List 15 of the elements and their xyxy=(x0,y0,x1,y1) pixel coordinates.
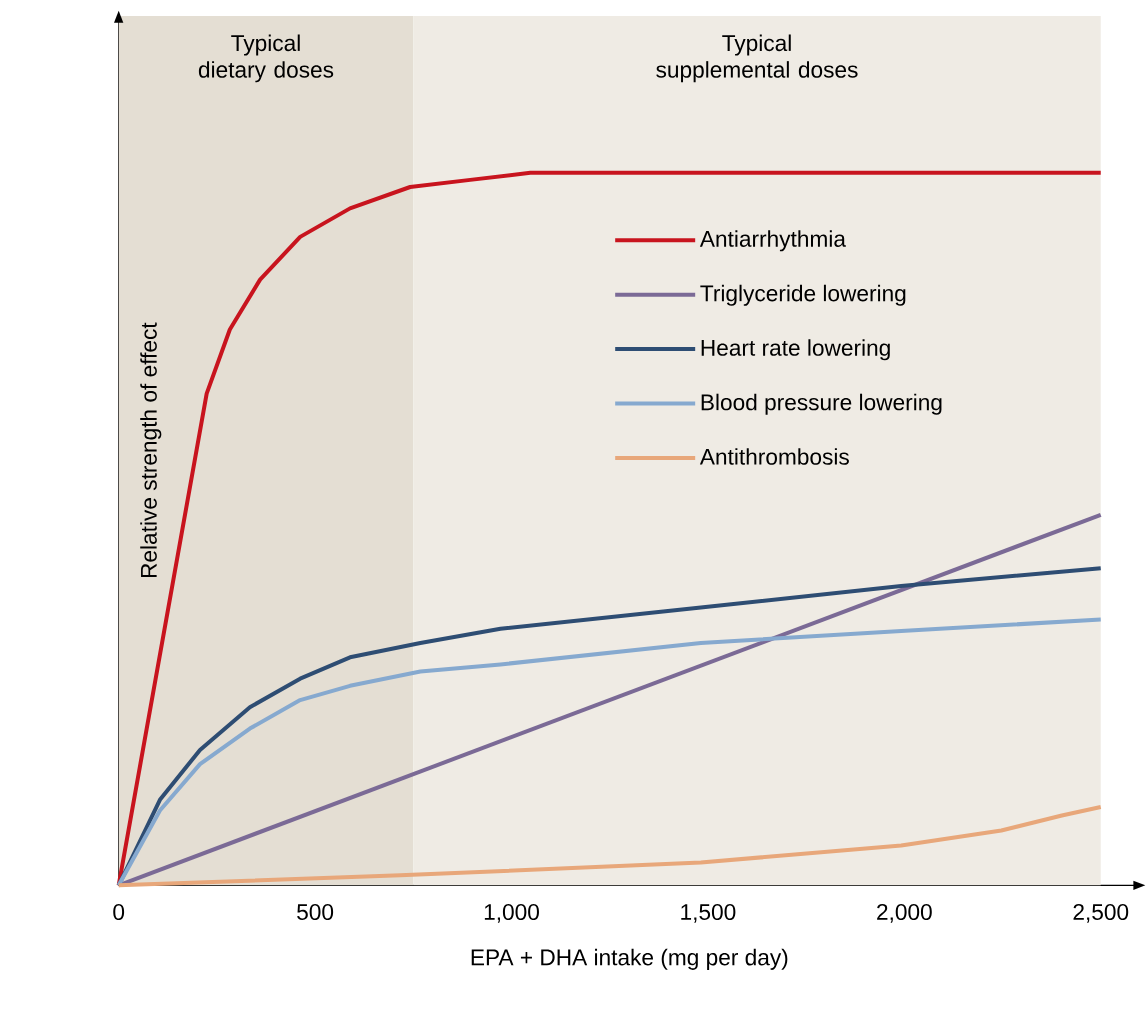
y-axis-title: Relative strength of effect xyxy=(140,322,162,578)
x-tick-label: 1,000 xyxy=(484,903,539,923)
legend-label: Triglyceride lowering xyxy=(700,284,906,306)
legend-label: Blood pressure lowering xyxy=(701,393,942,415)
x-tick-label: 500 xyxy=(297,903,334,921)
x-tick-label: 2,000 xyxy=(877,903,932,923)
legend-label: Antiarrhythmia xyxy=(699,230,846,252)
x-axis-title: EPA + DHA intake (mg per day) xyxy=(471,948,788,970)
x-tick-label: 1,500 xyxy=(681,903,736,923)
x-tick-label: 0 xyxy=(113,903,125,921)
x-tick-label: 2,500 xyxy=(1073,903,1129,923)
legend-label: Antithrombosis xyxy=(699,448,849,465)
legend-label: Heart rate lowering xyxy=(701,339,890,361)
band-label: Typical dietary doses xyxy=(198,34,334,83)
band-label: Typical supplemental doses xyxy=(656,34,858,83)
